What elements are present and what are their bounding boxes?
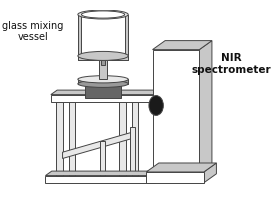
Ellipse shape	[149, 96, 163, 115]
Bar	[69, 102, 75, 176]
Ellipse shape	[78, 51, 128, 60]
Bar	[78, 15, 81, 60]
Ellipse shape	[78, 10, 128, 19]
Text: glass mixing
vessel: glass mixing vessel	[2, 21, 64, 42]
Text: NIR
spectrometer: NIR spectrometer	[192, 53, 271, 75]
Polygon shape	[153, 90, 160, 102]
Bar	[78, 79, 128, 84]
Bar	[119, 102, 126, 176]
Bar	[85, 80, 121, 98]
Bar	[146, 172, 204, 183]
Polygon shape	[199, 41, 212, 174]
Polygon shape	[155, 171, 161, 183]
Bar	[125, 15, 128, 60]
Ellipse shape	[78, 80, 128, 87]
Bar	[101, 60, 105, 65]
Polygon shape	[146, 163, 216, 172]
Polygon shape	[62, 131, 134, 158]
Bar	[78, 56, 128, 60]
Bar	[100, 141, 105, 176]
Bar	[130, 127, 134, 172]
Bar	[132, 102, 138, 176]
Bar	[45, 176, 155, 183]
Bar	[100, 60, 107, 79]
Polygon shape	[51, 90, 160, 95]
Ellipse shape	[78, 76, 128, 83]
Polygon shape	[204, 163, 216, 183]
Bar	[153, 50, 199, 174]
Bar	[51, 95, 153, 102]
Bar	[81, 15, 125, 56]
Ellipse shape	[81, 11, 125, 18]
Bar	[56, 102, 62, 176]
Polygon shape	[153, 41, 212, 50]
Polygon shape	[45, 171, 161, 176]
